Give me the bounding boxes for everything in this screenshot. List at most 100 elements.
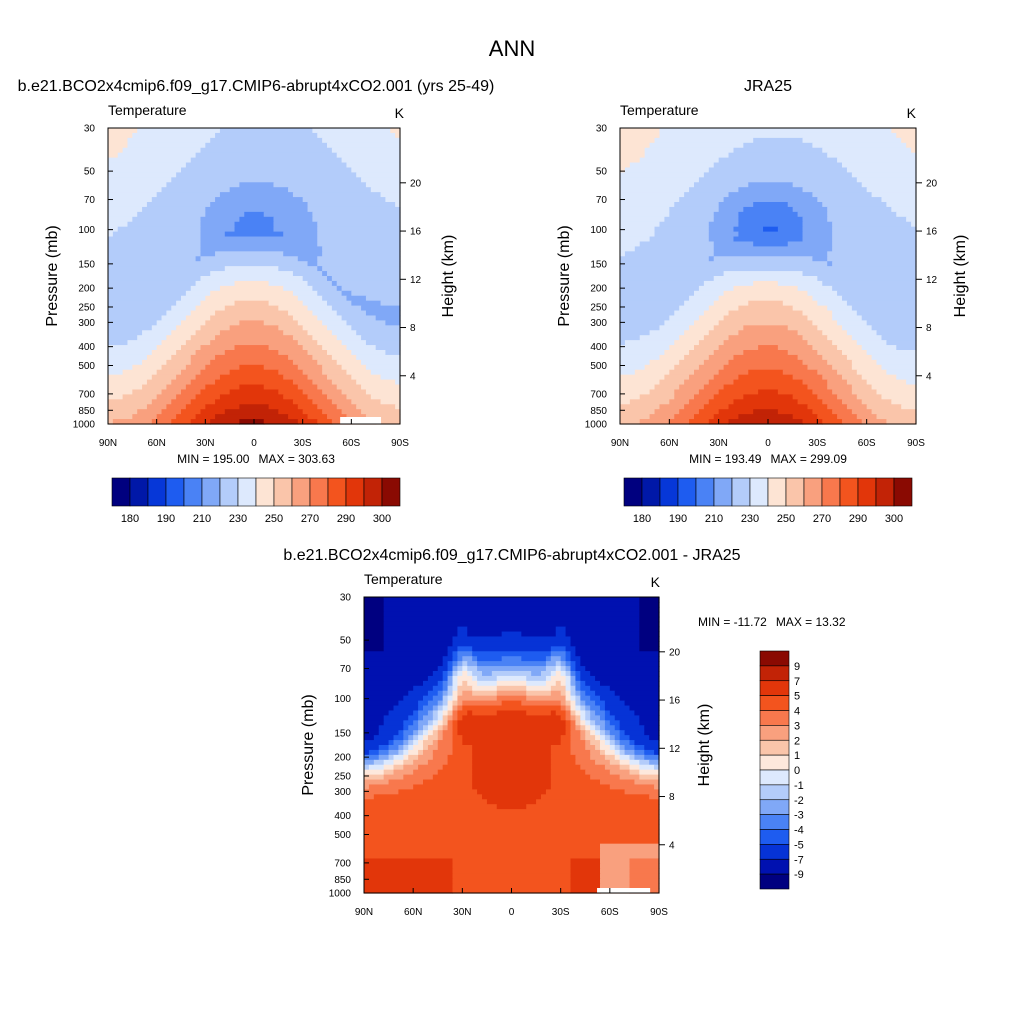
contour-cell xyxy=(595,710,606,716)
contour-cell xyxy=(654,231,710,238)
colorbar-swatch xyxy=(759,650,790,667)
contour-cell xyxy=(452,675,459,682)
contour-cell xyxy=(876,389,917,395)
contour-cell xyxy=(307,280,333,287)
contour-cell xyxy=(812,345,838,351)
contour-cell xyxy=(669,369,695,376)
colorbar-swatch xyxy=(893,477,913,507)
contour-cell xyxy=(585,740,591,746)
contour-cell xyxy=(600,725,606,731)
contour-cell xyxy=(624,745,636,751)
contour-cell xyxy=(219,394,284,400)
contour-cell xyxy=(341,340,367,346)
contour-cell xyxy=(370,369,401,376)
contour-cell xyxy=(151,325,177,331)
contour-cell xyxy=(777,280,823,287)
contour-cell xyxy=(891,128,917,134)
contour-cell xyxy=(229,369,279,376)
contour-cell xyxy=(575,705,581,712)
contour-cell xyxy=(817,350,843,356)
contour-cell xyxy=(127,221,202,228)
contour-cell xyxy=(288,310,313,317)
colorbar-swatch xyxy=(641,477,661,507)
contour-cell xyxy=(600,843,660,850)
contour-cell xyxy=(452,878,572,884)
contour-cell xyxy=(322,137,401,144)
contour-cell xyxy=(659,325,690,331)
contour-cell xyxy=(550,685,567,692)
contour-cell xyxy=(346,369,372,376)
contour-cell xyxy=(108,246,202,252)
contour-cell xyxy=(200,231,226,238)
contour-cell xyxy=(694,182,749,188)
colorbar-swatch xyxy=(759,844,790,860)
contour-cell xyxy=(689,325,715,331)
contour-cell xyxy=(234,345,270,351)
contour-cell xyxy=(427,730,434,736)
contour-cell xyxy=(604,740,611,746)
contour-cell xyxy=(679,409,700,415)
contour-cell xyxy=(137,128,221,134)
contour-cell xyxy=(312,379,333,386)
contour-cell xyxy=(570,715,577,721)
contour-cell xyxy=(560,661,567,667)
contour-cell xyxy=(866,320,917,326)
contour-cell xyxy=(388,779,424,786)
contour-cell xyxy=(792,414,818,420)
contour-cell xyxy=(472,749,552,756)
colorbar-label: 190 xyxy=(669,513,687,525)
contour-cell xyxy=(364,730,380,736)
contour-cell xyxy=(361,409,401,415)
contour-cell xyxy=(364,656,444,662)
contour-cell xyxy=(292,359,318,366)
contour-cell xyxy=(595,735,601,741)
contour-cell xyxy=(312,354,333,361)
x-tick-label: 60N xyxy=(147,438,165,449)
contour-cell xyxy=(620,290,695,297)
contour-cell xyxy=(364,611,385,618)
contour-cell xyxy=(331,276,401,282)
contour-cell xyxy=(620,404,661,410)
colorbar-swatch xyxy=(731,477,751,507)
contour-cell xyxy=(472,774,552,781)
contour-cell xyxy=(674,389,700,395)
contour-cell xyxy=(703,335,730,341)
contour-cell xyxy=(654,784,660,790)
contour-cell xyxy=(383,715,409,721)
y-tick-label: 200 xyxy=(78,284,95,295)
contour-cell xyxy=(713,216,739,223)
contour-cell xyxy=(560,671,567,677)
contour-cell xyxy=(190,359,211,366)
contour-cell xyxy=(590,710,596,716)
contour-cell xyxy=(317,241,401,247)
contour-cell xyxy=(560,690,567,697)
contour-cell xyxy=(442,690,449,697)
contour-cell xyxy=(620,137,656,144)
contour-cell xyxy=(639,419,670,425)
contour-cell xyxy=(477,661,547,667)
contour-cell xyxy=(108,389,133,395)
contour-cell xyxy=(634,754,645,761)
contour-cell xyxy=(748,369,784,376)
contour-cell xyxy=(708,256,715,262)
contour-cell xyxy=(708,399,735,405)
contour-cell xyxy=(327,142,401,149)
contour-cell xyxy=(629,754,636,761)
contour-cell xyxy=(896,374,917,381)
contour-cell xyxy=(713,241,754,247)
contour-cell xyxy=(302,325,328,331)
contour-cell xyxy=(288,354,313,361)
contour-cell xyxy=(876,414,917,420)
contour-cell xyxy=(268,280,309,287)
contour-cell xyxy=(268,404,299,410)
contour-cell xyxy=(565,646,577,652)
contour-cell xyxy=(283,251,323,257)
contour-cell xyxy=(620,172,705,178)
contour-cell xyxy=(906,142,917,149)
contour-cell xyxy=(496,804,527,810)
contour-cell xyxy=(210,271,294,277)
contour-cell xyxy=(327,414,348,420)
colorbar-swatch xyxy=(759,873,790,890)
contour-cell xyxy=(351,399,382,405)
contour-cell xyxy=(364,710,390,716)
